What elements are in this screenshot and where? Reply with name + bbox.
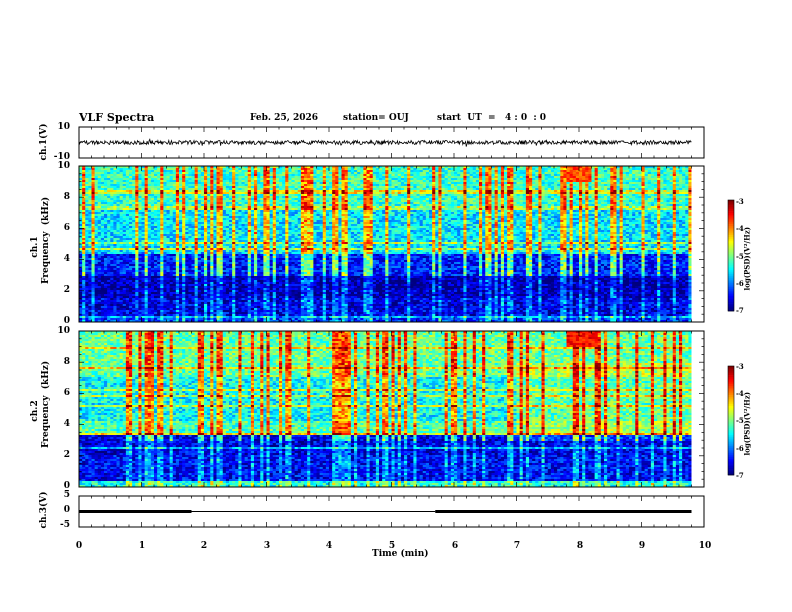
spec2-ytick: 0	[50, 481, 70, 491]
ch1-waveform-line	[78, 138, 692, 147]
cb2-tick: -7	[736, 471, 744, 480]
x-axis-label: Time (min)	[372, 549, 429, 559]
spec2-ytick: 10	[50, 326, 70, 336]
spec1-ytick: 6	[50, 223, 70, 233]
ch3-ytick: -5	[50, 520, 70, 530]
start-time-label: start UT = 4 : 0 : 0	[437, 113, 546, 123]
x-tick: 0	[71, 541, 87, 551]
ch1-ytick: 10	[50, 122, 70, 132]
ch1-waveform-ylabel: ch.1(V)	[39, 120, 49, 164]
cb2-tick: -5	[736, 416, 744, 425]
colorbar-frame	[727, 199, 735, 312]
ch2-spectrogram-ylabel: ch.2 Frequency (kHz)	[30, 361, 52, 448]
ch1-ytick: -10	[50, 152, 70, 162]
colorbar-frame	[727, 365, 735, 476]
spec1-ytick: 0	[50, 316, 70, 326]
cb1-tick: -6	[736, 279, 744, 288]
cb2-tick: -4	[736, 389, 744, 398]
cb1-tick: -5	[736, 252, 744, 261]
x-tick: 8	[572, 541, 588, 551]
ch3-ytick: 0	[50, 505, 70, 515]
spec2-ytick: 8	[50, 357, 70, 367]
spec2-ytick: 2	[50, 450, 70, 460]
station-label: station= OUJ	[343, 113, 409, 123]
x-tick: 9	[634, 541, 650, 551]
spec1-ytick: 8	[50, 192, 70, 202]
spec2-ytick: 4	[50, 419, 70, 429]
ch1-spectrogram-image	[79, 166, 704, 323]
cb1-tick: -3	[736, 197, 744, 206]
spec1-ytick: 10	[50, 161, 70, 171]
cb2-tick: -6	[736, 444, 744, 453]
cb2-tick: -3	[736, 362, 744, 371]
cb1-tick: -4	[736, 224, 744, 233]
x-tick: 5	[384, 541, 400, 551]
ch1-waveform-trace	[78, 138, 692, 147]
panel-frames	[78, 126, 705, 528]
x-tick: 10	[697, 541, 713, 551]
cb1-label: log(PSD)(V²/Hz)	[743, 221, 752, 291]
chart-title: VLF Spectra	[79, 111, 154, 124]
cb1-tick: -7	[736, 306, 744, 315]
x-tick: 3	[259, 541, 275, 551]
ch2-spectrogram-image	[79, 331, 704, 488]
ch3-ytick: 5	[50, 490, 70, 500]
x-tick: 7	[509, 541, 525, 551]
x-tick: 1	[134, 541, 150, 551]
spec1-ytick: 4	[50, 254, 70, 264]
ch1-colorbar	[727, 199, 735, 312]
date-label: Feb. 25, 2026	[250, 113, 318, 123]
spec1-ytick: 2	[50, 285, 70, 295]
x-tick: 6	[447, 541, 463, 551]
ch3-ylabel: ch.3(V)	[39, 488, 49, 532]
x-tick: 2	[196, 541, 212, 551]
ch2-colorbar	[727, 365, 735, 476]
ch1-spectrogram-ylabel: ch.1 Frequency (kHz)	[30, 197, 52, 284]
x-tick: 4	[321, 541, 337, 551]
cb2-label: log(PSD)(V²/Hz)	[743, 386, 752, 456]
spec2-ytick: 6	[50, 388, 70, 398]
